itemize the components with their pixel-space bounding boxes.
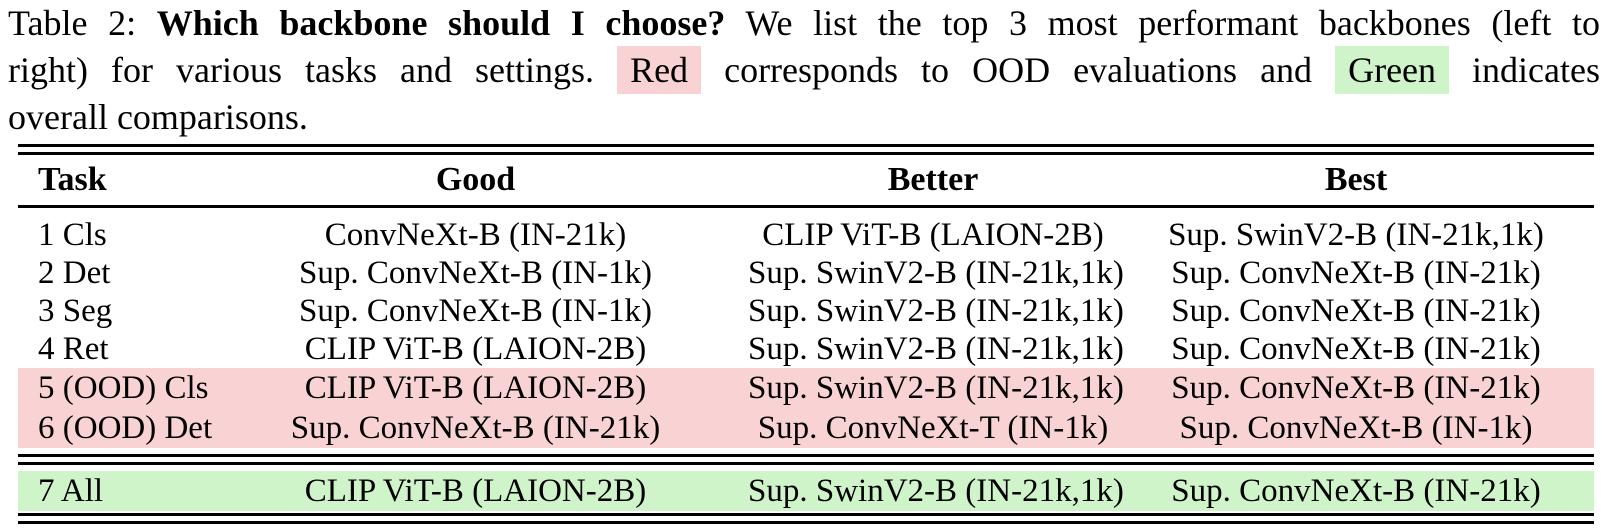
table-row-7: 7 All CLIP ViT-B (LAION-2B) Sup. SwinV2-B … xyxy=(18,471,1594,511)
cell-task: 6 (OOD) Det xyxy=(38,409,213,446)
green-legend-chip: Green xyxy=(1335,46,1450,94)
cell-best: Sup. ConvNeXt-B (IN-1k) xyxy=(1179,409,1533,446)
cell-task: 3 Seg xyxy=(38,292,113,329)
caption-text: Which backbone should I choose? xyxy=(156,3,726,43)
table-row-3: 3 Seg Sup. ConvNeXt-B (IN-1k) Sup. SwinV2-… xyxy=(18,292,1594,330)
cell-better: Sup. SwinV2-B (IN-21k,1k) xyxy=(748,369,1124,406)
cell-best: Sup. ConvNeXt-B (IN-21k) xyxy=(1171,330,1541,367)
cell-better: CLIP ViT-B (LAION-2B) xyxy=(762,216,1104,253)
table-row-2: 2 Det Sup. ConvNeXt-B (IN-1k) Sup. SwinV2-… xyxy=(18,254,1594,292)
caption-text: Table 2: xyxy=(8,3,157,43)
cell-good: ConvNeXt-B (IN-21k) xyxy=(324,216,627,253)
table-caption: Table 2: Which backbone should I choose?… xyxy=(8,0,1600,141)
backbone-table: Task Good Better Best 1 Cls ConvNeXt-B (IN-2… xyxy=(18,144,1594,524)
cell-good: CLIP ViT-B (LAION-2B) xyxy=(304,369,647,406)
cell-task: 1 Cls xyxy=(38,216,107,253)
table-row-6: 6 (OOD) Det Sup. ConvNeXt-B (IN-21k) Sup. … xyxy=(18,408,1594,448)
cell-task: 5 (OOD) Cls xyxy=(38,369,209,406)
cell-task: 7 All xyxy=(38,472,104,509)
column-header-best: Best xyxy=(1324,161,1388,198)
table-header-row: Task Good Better Best xyxy=(18,155,1594,205)
cell-good: Sup. ConvNeXt-B (IN-1k) xyxy=(299,292,652,329)
table-row-1: 1 Cls ConvNeXt-B (IN-21k) CLIP ViT-B (LAIO… xyxy=(18,216,1594,254)
cell-better: Sup. SwinV2-B (IN-21k,1k) xyxy=(748,254,1124,291)
cell-good: CLIP ViT-B (LAION-2B) xyxy=(304,330,647,367)
cell-better: Sup. SwinV2-B (IN-21k,1k) xyxy=(748,472,1124,509)
caption-text: right) for various tasks and settings. xyxy=(8,50,618,90)
red-legend-chip: Red xyxy=(617,46,702,94)
caption-line-2: right) for various tasks and settings. R… xyxy=(8,46,1601,94)
cell-good: Sup. ConvNeXt-B (IN-1k) xyxy=(299,254,652,291)
cell-good: Sup. ConvNeXt-B (IN-21k) xyxy=(290,409,661,446)
cell-task: 2 Det xyxy=(38,254,111,291)
caption-text: overall comparisons. xyxy=(8,97,308,137)
table-row-5: 5 (OOD) Cls CLIP ViT-B (LAION-2B) Sup. Swi… xyxy=(18,368,1594,408)
cell-better: Sup. SwinV2-B (IN-21k,1k) xyxy=(748,330,1124,367)
cell-task: 4 Ret xyxy=(38,330,109,367)
table-mid-rule xyxy=(18,454,1594,465)
table-body-main: 1 Cls ConvNeXt-B (IN-21k) CLIP ViT-B (LAIO… xyxy=(18,208,1594,448)
column-header-better: Better xyxy=(887,161,979,198)
cell-best: Sup. ConvNeXt-B (IN-21k) xyxy=(1171,472,1541,509)
cell-better: Sup. SwinV2-B (IN-21k,1k) xyxy=(748,292,1124,329)
table-bottom-rule xyxy=(18,513,1594,524)
cell-best: Sup. ConvNeXt-B (IN-21k) xyxy=(1171,254,1541,291)
header-rule xyxy=(18,205,1594,208)
table-body-overall: 7 All CLIP ViT-B (LAION-2B) Sup. SwinV2-B … xyxy=(18,471,1594,511)
cell-best: Sup. SwinV2-B (IN-21k,1k) xyxy=(1168,216,1544,253)
table-top-rule xyxy=(18,144,1594,155)
caption-line-1: Table 2: Which backbone should I choose?… xyxy=(8,0,1600,47)
cell-best: Sup. ConvNeXt-B (IN-21k) xyxy=(1171,369,1541,406)
caption-text: indicates xyxy=(1449,50,1601,90)
cell-good: CLIP ViT-B (LAION-2B) xyxy=(304,472,647,509)
cell-best: Sup. ConvNeXt-B (IN-21k) xyxy=(1171,292,1541,329)
cell-better: Sup. ConvNeXt-T (IN-1k) xyxy=(757,409,1109,446)
column-header-good: Good xyxy=(435,161,516,198)
caption-text: We list the top 3 most performant backbo… xyxy=(725,3,1601,43)
caption-line-3: overall comparisons. xyxy=(8,94,1600,141)
table-row-4: 4 Ret CLIP ViT-B (LAION-2B) Sup. SwinV2-B … xyxy=(18,330,1594,368)
caption-text: corresponds to OOD evaluations and xyxy=(701,50,1336,90)
column-header-task: Task xyxy=(38,161,107,198)
